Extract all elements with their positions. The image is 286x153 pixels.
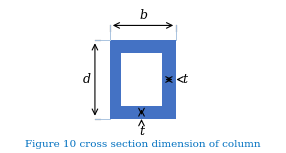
Text: Figure 10 cross section dimension of column: Figure 10 cross section dimension of col… xyxy=(25,140,261,149)
Text: d: d xyxy=(83,73,91,86)
Text: b: b xyxy=(139,9,147,22)
Bar xyxy=(110,40,176,119)
Bar xyxy=(121,53,162,106)
Text: t: t xyxy=(139,125,144,138)
Text: t: t xyxy=(183,73,188,86)
